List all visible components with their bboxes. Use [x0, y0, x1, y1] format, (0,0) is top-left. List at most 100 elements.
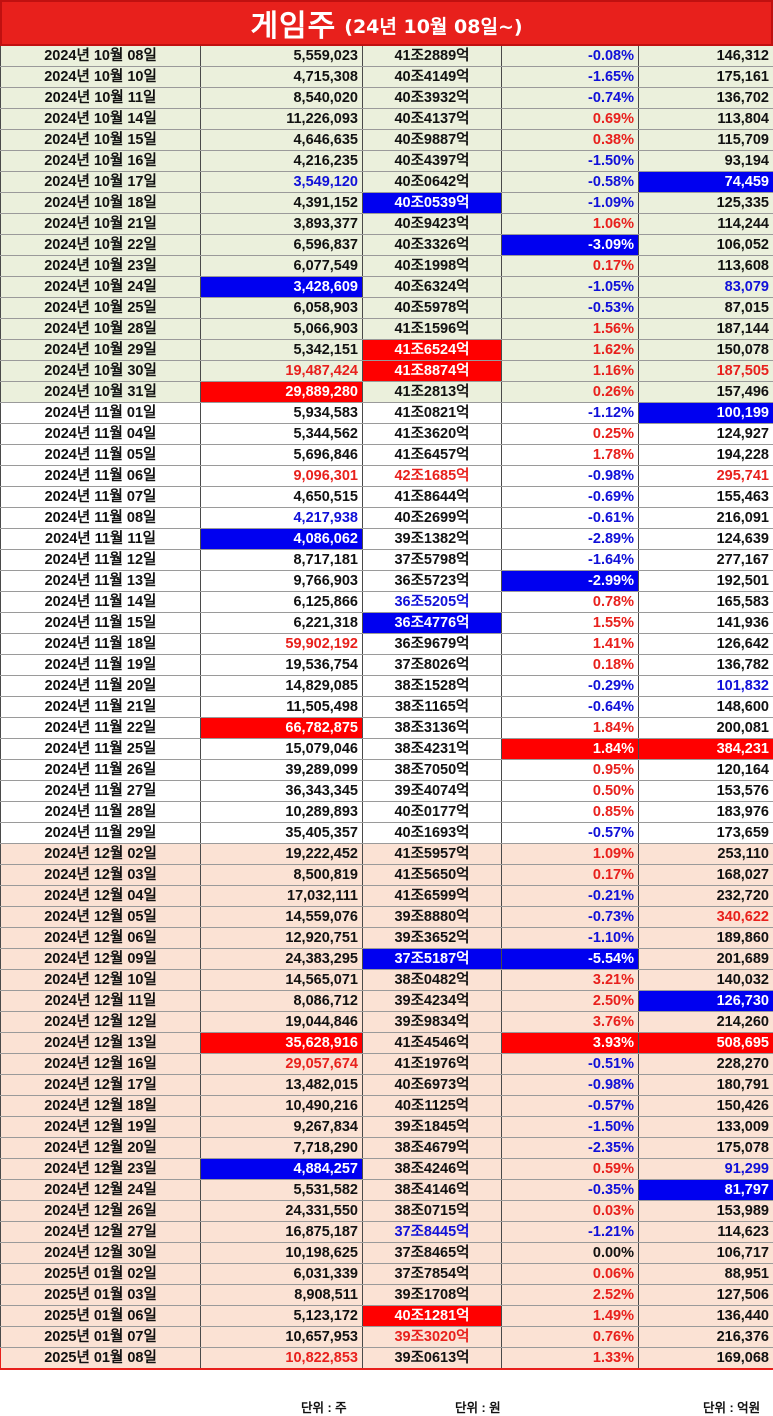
- market-cap-cell: 38조3136억: [363, 718, 502, 739]
- trade-value-cell: 124,639: [639, 529, 773, 550]
- date-cell: 2024년 11월 12일: [1, 550, 201, 571]
- change-rate-cell: 1.41%: [502, 634, 639, 655]
- volume-cell: 4,646,635: [201, 130, 363, 151]
- volume-cell: 12,920,751: [201, 928, 363, 949]
- market-cap-cell: 41조0821억: [363, 403, 502, 424]
- market-cap-cell: 40조4397억: [363, 151, 502, 172]
- date-cell: 2024년 12월 23일: [1, 1159, 201, 1180]
- volume-cell: 9,096,301: [201, 466, 363, 487]
- volume-cell: 39,289,099: [201, 760, 363, 781]
- market-cap-cell: 39조3020억: [363, 1327, 502, 1348]
- change-rate-cell: -1.05%: [502, 277, 639, 298]
- change-rate-cell: 0.69%: [502, 109, 639, 130]
- volume-cell: 24,331,550: [201, 1201, 363, 1222]
- market-cap-cell: 40조2699억: [363, 508, 502, 529]
- market-cap-cell: 40조4149억: [363, 67, 502, 88]
- date-cell: 2025년 01월 07일: [1, 1327, 201, 1348]
- trade-value-cell: 126,642: [639, 634, 773, 655]
- change-rate-cell: -1.50%: [502, 151, 639, 172]
- volume-cell: 5,934,583: [201, 403, 363, 424]
- trade-value-cell: 114,623: [639, 1222, 773, 1243]
- volume-cell: 5,066,903: [201, 319, 363, 340]
- date-cell: 2024년 11월 06일: [1, 466, 201, 487]
- change-rate-cell: 1.06%: [502, 214, 639, 235]
- volume-cell: 7,718,290: [201, 1138, 363, 1159]
- trade-value-cell: 106,052: [639, 235, 773, 256]
- market-cap-cell: 41조4546억: [363, 1033, 502, 1054]
- volume-cell: 8,500,819: [201, 865, 363, 886]
- volume-cell: 35,628,916: [201, 1033, 363, 1054]
- market-cap-cell: 38조0482억: [363, 970, 502, 991]
- market-cap-cell: 36조9679억: [363, 634, 502, 655]
- unit-footer: 단위 : 주 단위 : 원 단위 : 억원: [0, 1395, 773, 1415]
- market-cap-cell: 40조1693억: [363, 823, 502, 844]
- change-rate-cell: -0.98%: [502, 466, 639, 487]
- date-cell: 2024년 10월 31일: [1, 382, 201, 403]
- market-cap-cell: 37조5798억: [363, 550, 502, 571]
- date-cell: 2024년 12월 06일: [1, 928, 201, 949]
- volume-cell: 24,383,295: [201, 949, 363, 970]
- volume-cell: 6,077,549: [201, 256, 363, 277]
- trade-value-cell: 175,161: [639, 67, 773, 88]
- date-cell: 2024년 11월 28일: [1, 802, 201, 823]
- trade-value-cell: 127,506: [639, 1285, 773, 1306]
- change-rate-cell: 0.17%: [502, 256, 639, 277]
- trade-value-cell: 187,505: [639, 361, 773, 382]
- trade-value-cell: 216,376: [639, 1327, 773, 1348]
- change-rate-cell: 2.50%: [502, 991, 639, 1012]
- trade-value-cell: 189,860: [639, 928, 773, 949]
- volume-cell: 5,344,562: [201, 424, 363, 445]
- change-rate-cell: 0.03%: [502, 1201, 639, 1222]
- volume-cell: 16,875,187: [201, 1222, 363, 1243]
- change-rate-cell: -0.21%: [502, 886, 639, 907]
- trade-value-cell: 74,459: [639, 172, 773, 193]
- market-cap-cell: 40조6324억: [363, 277, 502, 298]
- date-cell: 2024년 12월 26일: [1, 1201, 201, 1222]
- market-cap-cell: 40조9887억: [363, 130, 502, 151]
- volume-cell: 17,032,111: [201, 886, 363, 907]
- market-cap-cell: 40조1125억: [363, 1096, 502, 1117]
- date-cell: 2024년 11월 11일: [1, 529, 201, 550]
- market-cap-cell: 41조1976억: [363, 1054, 502, 1075]
- market-cap-cell: 41조2813억: [363, 382, 502, 403]
- market-cap-cell: 39조1845억: [363, 1117, 502, 1138]
- change-rate-cell: -1.64%: [502, 550, 639, 571]
- market-cap-cell: 40조0539억: [363, 193, 502, 214]
- market-cap-cell: 41조6457억: [363, 445, 502, 466]
- change-rate-cell: 1.16%: [502, 361, 639, 382]
- date-cell: 2024년 11월 19일: [1, 655, 201, 676]
- change-rate-cell: -0.74%: [502, 88, 639, 109]
- change-rate-cell: 0.78%: [502, 592, 639, 613]
- change-rate-cell: 0.59%: [502, 1159, 639, 1180]
- date-cell: 2024년 11월 15일: [1, 613, 201, 634]
- volume-cell: 10,657,953: [201, 1327, 363, 1348]
- trade-value-cell: 200,081: [639, 718, 773, 739]
- volume-cell: 19,222,452: [201, 844, 363, 865]
- trade-value-cell: 384,231: [639, 739, 773, 760]
- volume-cell: 6,031,339: [201, 1264, 363, 1285]
- change-rate-cell: -0.57%: [502, 1096, 639, 1117]
- volume-cell: 8,717,181: [201, 550, 363, 571]
- volume-cell: 8,908,511: [201, 1285, 363, 1306]
